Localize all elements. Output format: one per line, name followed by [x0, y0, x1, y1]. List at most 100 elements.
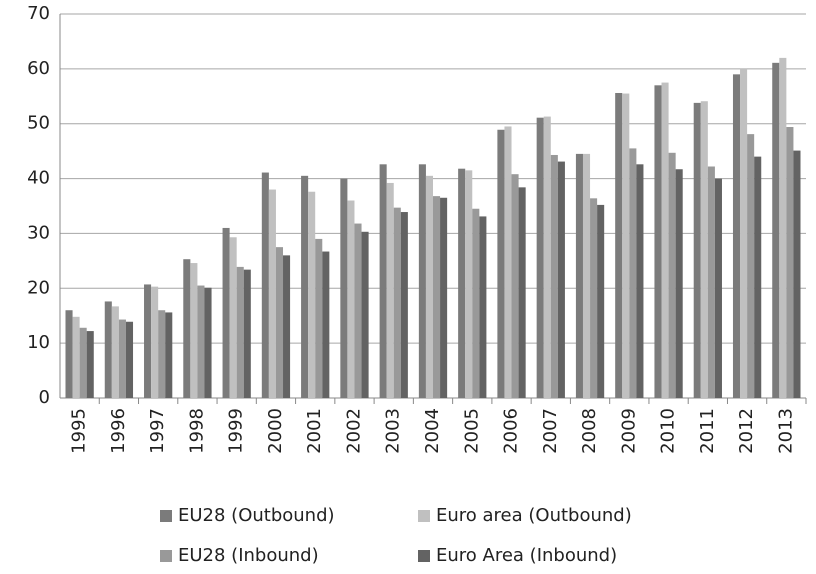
bar [229, 237, 237, 398]
bar [111, 306, 119, 398]
bar [582, 153, 591, 398]
x-tick-label: 2008 [579, 408, 600, 454]
x-tick-label: 2009 [618, 408, 639, 454]
x-tick-label: 2001 [304, 408, 325, 454]
y-tick-label: 70 [27, 3, 50, 24]
bar [243, 269, 251, 398]
x-tick-label: 2003 [383, 408, 404, 454]
bar [125, 321, 134, 398]
x-tick-label: 2005 [461, 408, 482, 454]
bar [440, 197, 448, 398]
legend-label: EU28 (Inbound) [178, 545, 319, 566]
bar [786, 127, 794, 399]
x-tick-label: 2007 [540, 408, 561, 454]
bar [661, 82, 669, 399]
x-tick-label: 1996 [108, 408, 129, 454]
bar [79, 327, 87, 398]
legend-swatch [160, 550, 172, 562]
bar [361, 231, 369, 398]
bar [425, 175, 433, 398]
bar [144, 284, 152, 398]
bar [275, 247, 284, 398]
x-tick-label: 2012 [736, 408, 757, 454]
bar [714, 178, 722, 398]
bar [65, 310, 73, 398]
bar [732, 74, 741, 398]
bar [497, 129, 505, 398]
bar [550, 154, 558, 398]
x-tick-label: 2010 [658, 408, 679, 454]
bar [283, 255, 291, 398]
bar [629, 148, 637, 398]
y-tick-label: 10 [27, 332, 50, 353]
bar [479, 216, 487, 398]
x-tick-label: 2000 [265, 408, 286, 454]
bar [518, 187, 526, 398]
legend-swatch [160, 510, 172, 522]
bar [197, 285, 205, 398]
bar [465, 170, 473, 398]
bar [675, 169, 683, 398]
bar [700, 101, 708, 399]
bar [165, 312, 173, 398]
bar [261, 172, 269, 398]
y-tick-label: 30 [27, 222, 50, 243]
bar [236, 266, 244, 398]
bar [772, 62, 780, 399]
y-tick-label: 60 [27, 58, 50, 79]
y-tick-label: 40 [27, 168, 50, 189]
bar [118, 319, 126, 398]
bar [183, 259, 191, 398]
bar [504, 126, 512, 398]
legend-label: Euro area (Outbound) [436, 505, 632, 526]
bar [590, 198, 598, 398]
bar [222, 227, 230, 398]
bar [754, 156, 762, 398]
bar [747, 134, 755, 398]
bar [707, 166, 715, 398]
bar [575, 153, 583, 398]
bar [204, 287, 212, 398]
bar [268, 189, 276, 398]
x-tick-label: 1999 [226, 408, 247, 454]
bar [636, 164, 644, 398]
x-tick-label: 2011 [697, 408, 718, 454]
bar [557, 161, 565, 398]
bar [322, 251, 330, 398]
bar [654, 85, 662, 399]
bar [104, 301, 112, 398]
bar [308, 191, 316, 398]
bar [668, 152, 676, 398]
bar [315, 238, 323, 398]
bar [793, 150, 801, 398]
bar [151, 286, 159, 398]
x-tick-label: 1995 [69, 408, 90, 454]
legend-label: Euro Area (Inbound) [436, 545, 617, 566]
bar [418, 164, 426, 398]
x-tick-label: 2004 [422, 408, 443, 454]
x-tick-label: 2002 [343, 408, 364, 454]
legend-swatch [418, 550, 430, 562]
bar [597, 204, 605, 398]
bar [458, 168, 466, 398]
y-tick-label: 50 [27, 113, 50, 134]
y-tick-label: 20 [27, 277, 50, 298]
bar [347, 200, 355, 398]
bar [740, 68, 748, 398]
legend-swatch [418, 510, 430, 522]
bar [386, 182, 394, 398]
bar [340, 178, 348, 398]
bar [779, 57, 787, 399]
bar [693, 102, 701, 399]
x-tick-label: 2013 [775, 408, 796, 454]
bar [393, 207, 401, 398]
legend-label: EU28 (Outbound) [178, 505, 335, 526]
bar [354, 223, 362, 398]
bar [400, 212, 408, 398]
bar [472, 208, 480, 398]
bar [615, 92, 623, 398]
bar [379, 164, 387, 398]
bar [301, 175, 309, 398]
bar [622, 93, 630, 399]
